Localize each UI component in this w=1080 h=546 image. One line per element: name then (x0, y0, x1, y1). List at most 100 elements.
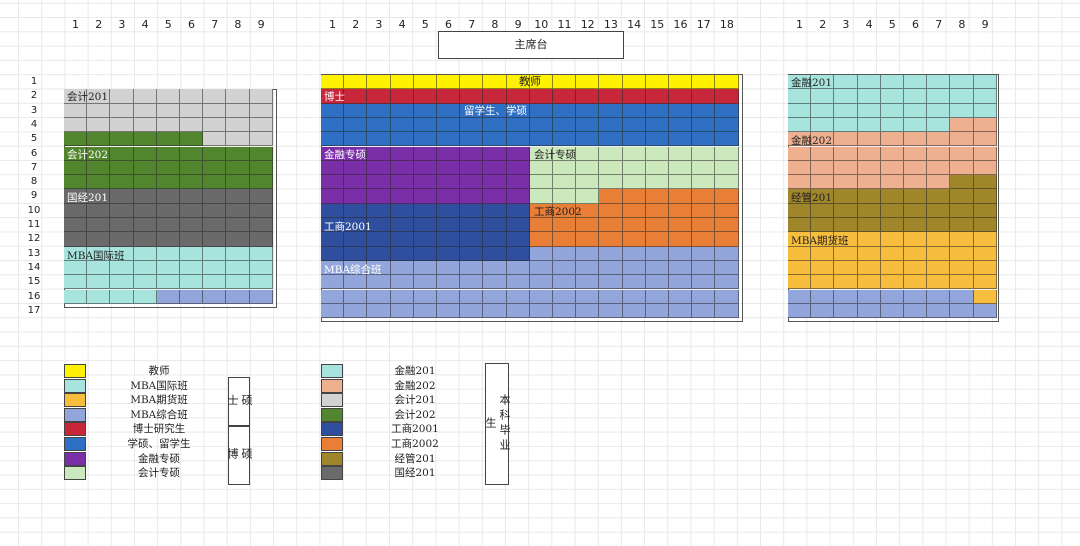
middle-seat (599, 117, 623, 133)
middle-seat (483, 289, 507, 304)
middle-seat (622, 218, 646, 233)
left-seat (226, 89, 250, 104)
right-seat (904, 275, 928, 290)
middle-seat (669, 132, 693, 147)
middle-seat (321, 117, 345, 133)
column-number: 8 (958, 18, 966, 31)
right-seat (973, 117, 997, 133)
middle-seat (529, 75, 553, 90)
middle-seat (599, 189, 623, 204)
middle-seat (390, 232, 414, 247)
middle-seat (669, 203, 693, 218)
middle-seat (367, 175, 391, 190)
right-seat (904, 132, 928, 147)
column-number: 16 (673, 18, 688, 31)
middle-seat (622, 146, 646, 161)
left-seat (180, 89, 204, 104)
right-seat (950, 146, 974, 161)
right-seat (788, 246, 812, 261)
middle-seat (506, 203, 530, 218)
left-seat (203, 89, 227, 104)
legend-swatch (321, 437, 343, 451)
middle-seat (437, 132, 461, 147)
right-seat (973, 146, 997, 161)
middle-seat (669, 260, 693, 276)
row-number: 10 (27, 204, 41, 216)
right-seat (950, 303, 974, 319)
master-phd-group-box: 硕博 (226, 426, 253, 485)
group-label-master-intl: 留学生、学硕 (464, 105, 527, 117)
left-seat (180, 260, 204, 276)
right-seat (834, 160, 858, 176)
right-seat (904, 75, 928, 90)
left-seat (156, 175, 180, 190)
right-seat (811, 260, 835, 276)
middle-seat (669, 117, 693, 133)
group-label-business2002: 工商2002 (534, 206, 582, 218)
middle-seat (576, 175, 600, 190)
right-seat (880, 175, 904, 190)
middle-seat (645, 260, 669, 276)
group-label-finance-master: 金融专硕 (324, 149, 366, 161)
right-seat (857, 75, 881, 90)
right-seat (834, 289, 858, 304)
right-seat (834, 246, 858, 261)
middle-seat (529, 303, 553, 319)
middle-seat (576, 232, 600, 247)
left-seat (64, 289, 88, 304)
middle-seat (645, 146, 669, 161)
middle-seat (669, 103, 693, 118)
right-seat (834, 175, 858, 190)
left-seat (87, 189, 111, 204)
right-seat (880, 303, 904, 319)
middle-seat (715, 246, 739, 261)
left-seating-section (64, 89, 277, 308)
middle-seat (715, 146, 739, 161)
legend-item: 工商2002 (321, 437, 481, 452)
middle-seat (529, 189, 553, 204)
middle-seat (344, 132, 368, 147)
legend-item: MBA期货班 (64, 393, 224, 408)
right-seat (950, 89, 974, 104)
right-seat (927, 232, 951, 247)
left-seat (249, 232, 273, 247)
left-seat (110, 117, 134, 133)
right-seat (811, 303, 835, 319)
middle-seat (483, 175, 507, 190)
middle-seat (576, 75, 600, 90)
right-seat (857, 175, 881, 190)
left-seat (226, 232, 250, 247)
middle-seat (413, 303, 437, 319)
middle-seat (576, 203, 600, 218)
middle-seat (506, 117, 530, 133)
column-number: 4 (141, 18, 149, 31)
middle-seat (321, 160, 345, 176)
group-label-accounting202: 会计202 (67, 149, 109, 161)
middle-seat (529, 160, 553, 176)
middle-seat (622, 246, 646, 261)
left-seat (110, 275, 134, 290)
right-seat (880, 246, 904, 261)
middle-seat (413, 232, 437, 247)
middle-seat (437, 303, 461, 319)
column-number: 8 (491, 18, 499, 31)
middle-seat (645, 189, 669, 204)
middle-seat (529, 218, 553, 233)
right-seat (973, 218, 997, 233)
middle-seat (692, 160, 716, 176)
left-seat (203, 103, 227, 118)
middle-seat (692, 232, 716, 247)
middle-seating-section (321, 74, 743, 322)
middle-seat (692, 132, 716, 147)
middle-seat (576, 160, 600, 176)
right-seat (904, 160, 928, 176)
group-label-mba-intl: MBA国际班 (67, 250, 125, 262)
right-seat (927, 260, 951, 276)
middle-seat (460, 160, 484, 176)
middle-seat (483, 160, 507, 176)
middle-seat (413, 203, 437, 218)
legend-label: 经管201 (394, 452, 436, 465)
column-number: 17 (696, 18, 711, 31)
right-seat (904, 117, 928, 133)
legend-swatch (64, 364, 86, 378)
